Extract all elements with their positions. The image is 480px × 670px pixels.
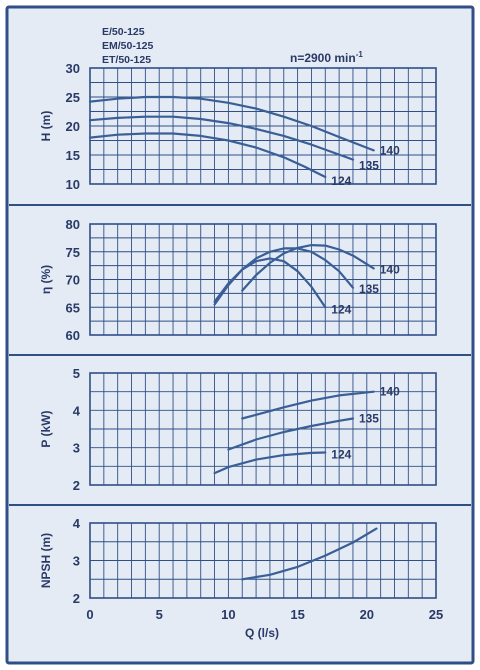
- x-tick-label: 25: [429, 607, 443, 622]
- curve-135: [88, 115, 355, 161]
- speed-label: n=2900 min-1: [290, 50, 363, 65]
- curve-label-140: 140: [380, 262, 400, 276]
- curve-140: [241, 390, 375, 420]
- y-tick-label: 80: [66, 217, 80, 232]
- y-tick-label: 75: [66, 245, 80, 260]
- y-tick-label: 25: [66, 90, 80, 105]
- curve-label-140: 140: [380, 385, 400, 399]
- y-tick-label: 5: [73, 366, 80, 381]
- curve-label-140: 140: [380, 143, 400, 157]
- curve-label-124: 124: [331, 448, 351, 462]
- y-tick-label: 4: [73, 516, 81, 531]
- y-axis-label: NPSH (m): [39, 533, 53, 588]
- model-label: E/50-125: [102, 26, 145, 38]
- y-tick-label: 15: [66, 148, 80, 163]
- header: E/50-125 EM/50-125 ET/50-125 n=2900 min-…: [102, 26, 363, 66]
- y-axis-label: η (%): [39, 265, 53, 294]
- curve-label-124: 124: [331, 174, 351, 188]
- curve-124: [213, 451, 327, 475]
- speed-exponent: -1: [356, 50, 364, 59]
- curve-124: [88, 132, 327, 179]
- curve-label-135: 135: [359, 282, 379, 296]
- x-tick-label: 10: [221, 607, 235, 622]
- y-tick-label: 3: [73, 554, 80, 569]
- curve-npsh: [241, 527, 378, 581]
- model-label: EM/50-125: [102, 40, 154, 52]
- curve-140: [88, 95, 375, 152]
- x-tick-label: 5: [156, 607, 163, 622]
- y-tick-label: 65: [66, 300, 80, 315]
- y-axis-label: P (kW): [39, 410, 53, 447]
- x-tick-label: 20: [360, 607, 374, 622]
- y-tick-label: 10: [66, 177, 80, 192]
- x-tick-label: 15: [290, 607, 304, 622]
- curve-label-135: 135: [359, 159, 379, 173]
- y-tick-label: 4: [73, 403, 81, 418]
- curve-label-124: 124: [331, 302, 351, 316]
- curve-135: [227, 417, 355, 451]
- speed-value: n=2900 min: [290, 51, 356, 65]
- x-axis-label: Q (l/s): [245, 626, 279, 640]
- x-tick-label: 0: [86, 607, 93, 622]
- y-tick-label: 70: [66, 273, 80, 288]
- curve-124: [213, 257, 327, 309]
- y-tick-label: 3: [73, 441, 80, 456]
- y-tick-label: 30: [66, 61, 80, 76]
- model-label: ET/50-125: [102, 54, 151, 66]
- y-tick-label: 20: [66, 119, 80, 134]
- y-tick-label: 2: [73, 591, 80, 606]
- y-axis-label: H (m): [39, 111, 53, 142]
- y-tick-label: 2: [73, 478, 80, 493]
- chart-panel: 2 3 4 NPSH (m): [39, 516, 437, 606]
- curve-140: [241, 244, 375, 292]
- y-tick-label: 60: [66, 328, 80, 343]
- curve-label-135: 135: [359, 412, 379, 426]
